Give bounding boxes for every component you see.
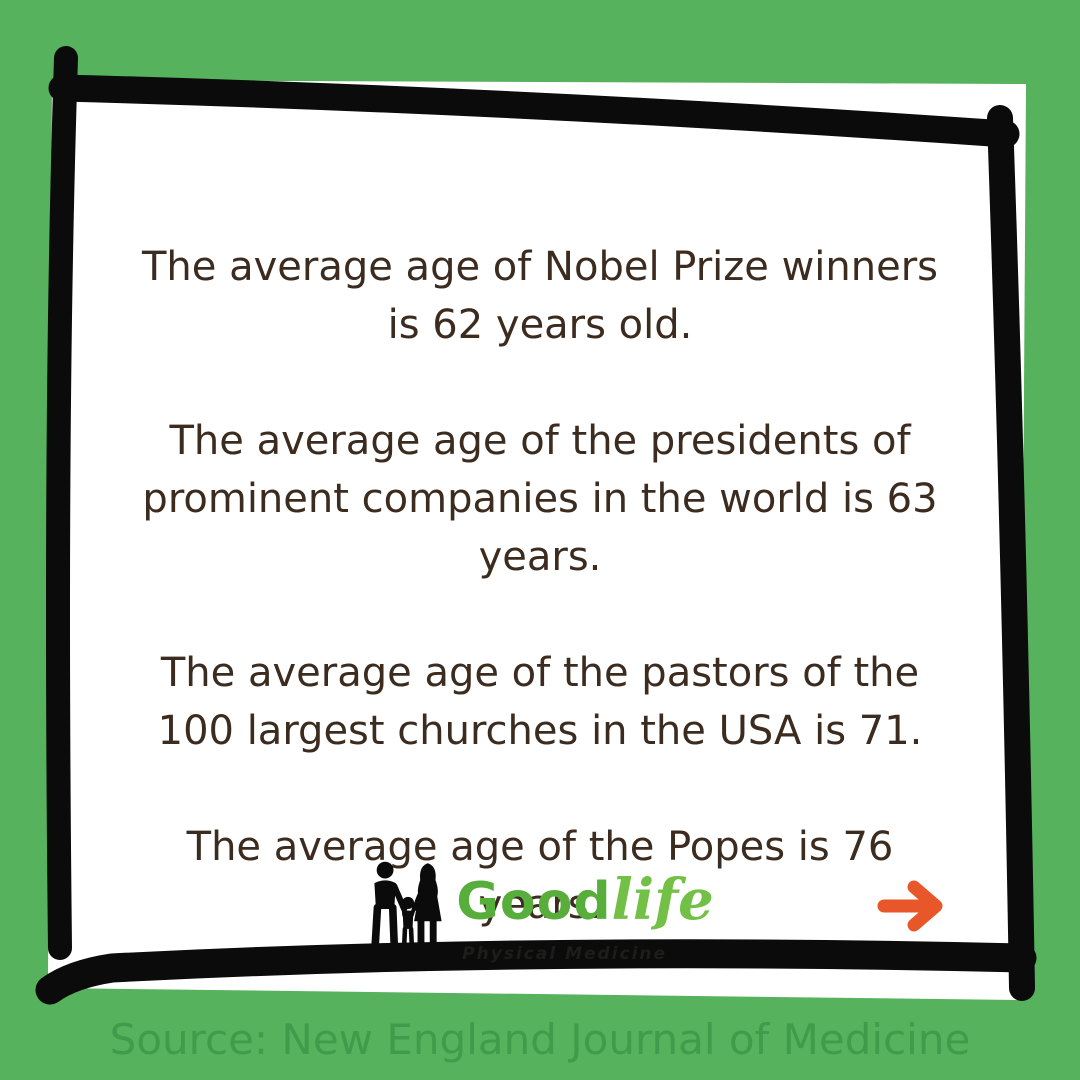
next-arrow-icon[interactable] (874, 878, 946, 934)
logo-tagline: Physical Medicine (462, 944, 668, 964)
goodlife-logo: Goodlife Physical Medicine (0, 856, 1080, 964)
logo-text: Goodlife Physical Medicine (456, 872, 714, 964)
hand-drawn-border (35, 46, 1037, 1005)
card-background (48, 80, 1026, 1000)
family-silhouette-icon (371, 861, 442, 950)
fact-presidents: The average age of the presidents of pro… (142, 418, 938, 580)
fact-popes: The average age of the Popes is 76 years… (186, 824, 894, 928)
fact-pastors: The average age of the pastors of the 10… (157, 650, 923, 754)
logo-brand-good: Good (456, 872, 612, 932)
fact-nobel: The average age of Nobel Prize winners i… (141, 244, 938, 348)
facts-list: The average age of Nobel Prize winners i… (120, 238, 960, 992)
source-credit: Source: New England Journal of Medicine (109, 1015, 971, 1064)
logo-brand-life: life (611, 867, 714, 933)
logo-brand: Goodlife (456, 872, 714, 942)
